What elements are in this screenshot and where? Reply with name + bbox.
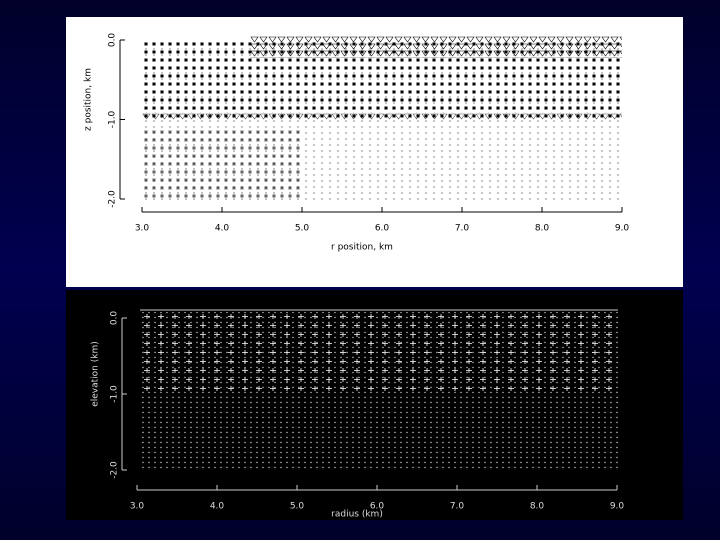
x-tick-label: 5.0: [295, 224, 310, 234]
x-tick-label: 7.0: [455, 224, 470, 234]
x-tick-label: 9.0: [610, 502, 625, 512]
x-tick-label: 4.0: [210, 502, 225, 512]
y-tick-label: 0.0: [110, 311, 120, 326]
marker-field: [250, 36, 622, 58]
x-tick-label: 6.0: [375, 224, 390, 234]
y-tick-label: -1.0: [108, 110, 118, 128]
x-tick-label: 3.0: [130, 502, 145, 512]
x-tick-label: 8.0: [535, 224, 550, 234]
x-tick-label: 7.0: [450, 502, 465, 512]
y-tick-label: -1.0: [110, 385, 120, 403]
x-tick-label: 5.0: [290, 502, 305, 512]
y-tick-label: -2.0: [108, 190, 118, 208]
y-axis-label: elevation (km): [91, 341, 101, 407]
x-tick-label: 9.0: [615, 224, 630, 234]
marker-field: [142, 112, 622, 120]
marker-field: [140, 312, 618, 392]
top-panel: 3.0 4.0 5.0 6.0 7.0 8.0 9.0 0.0 -1.0 -2.0 r positi…: [66, 17, 683, 287]
x-axis-label: radius (km): [331, 510, 383, 520]
x-axis-label: r position, km: [331, 243, 393, 253]
y-tick-label: -2.0: [110, 461, 120, 479]
x-tick-label: 8.0: [530, 502, 545, 512]
x-tick-label: 6.0: [370, 502, 385, 512]
x-tick-label: 4.0: [215, 224, 230, 234]
marker-field: [142, 130, 302, 200]
bottom-panel: 3.0 4.0 5.0 6.0 7.0 8.0 9.0 0.0 -1.0 -2.0 radius (…: [66, 290, 683, 520]
y-tick-label: 0.0: [108, 33, 118, 48]
x-tick-label: 3.0: [135, 224, 150, 234]
y-axis-label: z position, km: [84, 68, 94, 131]
